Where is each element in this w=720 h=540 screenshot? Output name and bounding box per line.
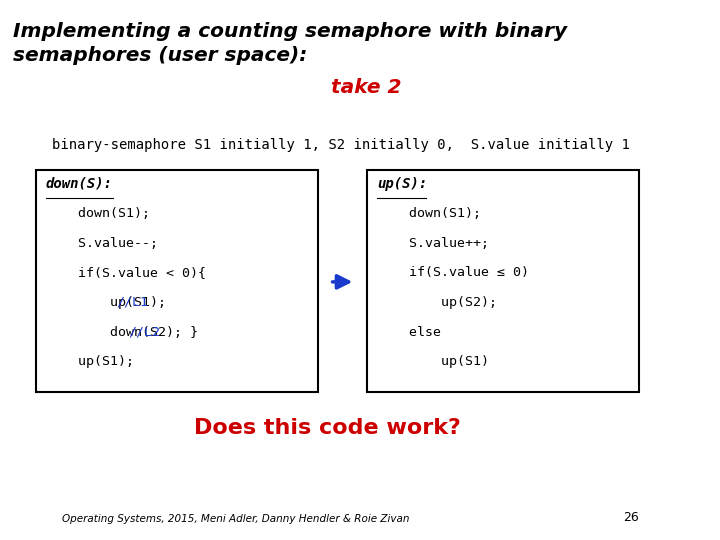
Text: S.value++;: S.value++; [377, 237, 489, 249]
Text: Implementing a counting semaphore with binary
semaphores (user space):: Implementing a counting semaphore with b… [13, 22, 567, 65]
Text: down(S1);: down(S1); [46, 207, 150, 220]
Text: take 2: take 2 [331, 78, 402, 97]
FancyBboxPatch shape [36, 170, 318, 392]
Text: down(S1);: down(S1); [377, 207, 481, 220]
Text: up(S1);: up(S1); [46, 355, 134, 368]
Text: binary-semaphore S1 initially 1, S2 initially 0,  S.value initially 1: binary-semaphore S1 initially 1, S2 init… [53, 138, 630, 152]
Text: up(S2);: up(S2); [377, 296, 497, 309]
Text: 26: 26 [624, 511, 639, 524]
Text: if(S.value < 0){: if(S.value < 0){ [46, 266, 206, 279]
Text: up(S):: up(S): [377, 177, 427, 191]
Text: down(S):: down(S): [46, 177, 113, 191]
Text: Does this code work?: Does this code work? [194, 418, 462, 438]
Text: if(S.value ≤ 0): if(S.value ≤ 0) [377, 266, 529, 279]
Text: //L1: //L1 [116, 296, 148, 309]
Text: up(S1): up(S1) [377, 355, 489, 368]
Text: S.value--;: S.value--; [46, 237, 158, 249]
Text: //L2: //L2 [128, 326, 161, 339]
FancyBboxPatch shape [367, 170, 639, 392]
Text: down(S2); }: down(S2); } [46, 326, 206, 339]
Text: Operating Systems, 2015, Meni Adler, Danny Hendler & Roie Zivan: Operating Systems, 2015, Meni Adler, Dan… [62, 514, 410, 524]
Text: else: else [377, 326, 441, 339]
Text: up(S1);: up(S1); [46, 296, 182, 309]
